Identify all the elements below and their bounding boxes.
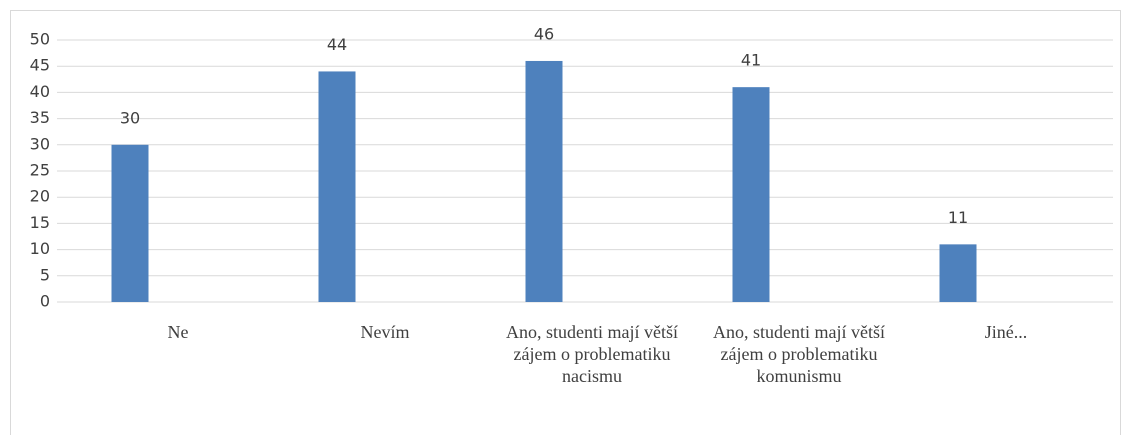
data-label: 30 xyxy=(120,108,140,127)
x-tick-label: Nevím xyxy=(360,322,410,342)
bar xyxy=(318,71,356,302)
bar xyxy=(939,244,977,302)
data-label: 11 xyxy=(948,208,968,227)
bar xyxy=(111,144,149,302)
data-label: 44 xyxy=(327,35,347,54)
y-tick-label: 20 xyxy=(30,187,50,206)
y-tick-label: 15 xyxy=(30,213,50,232)
y-tick-label: 40 xyxy=(30,82,50,101)
y-tick-label: 50 xyxy=(30,30,50,49)
data-label: 46 xyxy=(534,24,554,43)
x-tick-label: Ano, studenti mají větší zájem o problem… xyxy=(713,322,885,386)
chart-border xyxy=(10,10,1121,435)
y-tick-label: 25 xyxy=(30,161,50,180)
y-tick-label: 10 xyxy=(30,239,50,258)
x-tick-label: Jiné... xyxy=(984,322,1028,342)
y-tick-label: 5 xyxy=(40,265,50,284)
y-tick-label: 45 xyxy=(30,56,50,75)
y-tick-label: 35 xyxy=(30,108,50,127)
bar xyxy=(525,60,563,303)
bar xyxy=(732,87,770,302)
data-label: 41 xyxy=(741,51,761,70)
y-tick-label: 0 xyxy=(40,292,50,311)
y-tick-label: 30 xyxy=(30,134,50,153)
x-tick-label: Ne xyxy=(167,322,189,342)
x-tick-label: Ano, studenti mají větší zájem o problem… xyxy=(506,322,678,386)
